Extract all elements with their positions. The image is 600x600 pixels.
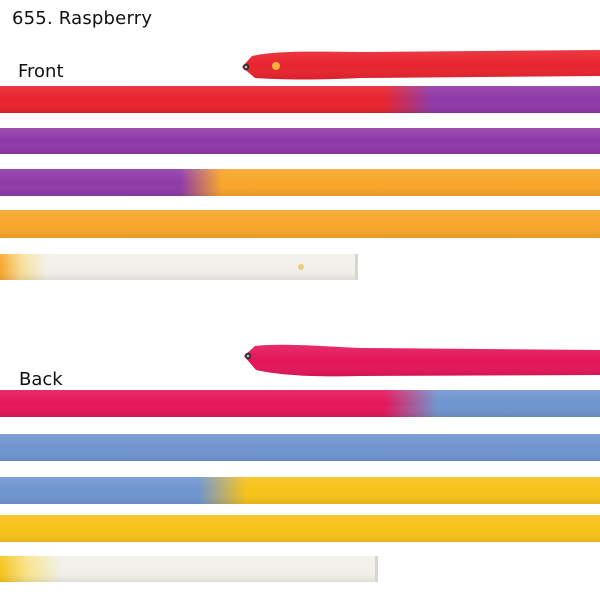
back-ribbon-head	[244, 344, 600, 377]
product-title: 655. Raspberry	[12, 8, 153, 29]
front-ribbon-head	[242, 50, 600, 80]
back-section-label: Back	[19, 369, 63, 390]
front-end-logo-icon	[298, 264, 304, 270]
front-section-label: Front	[18, 61, 64, 82]
brand-logo-icon	[272, 62, 280, 70]
